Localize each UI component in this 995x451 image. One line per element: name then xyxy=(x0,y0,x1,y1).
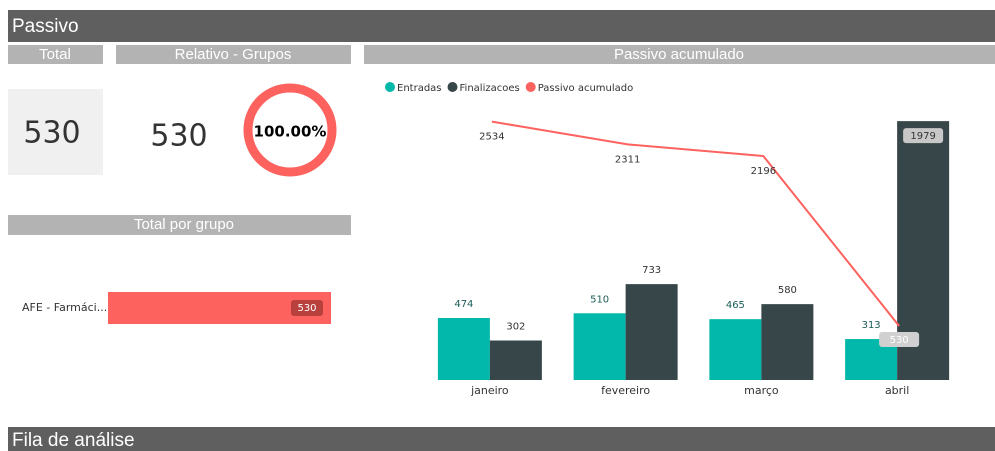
donut-arc xyxy=(243,83,337,177)
x-tick-label: fevereiro xyxy=(601,384,650,397)
footer-bar xyxy=(8,427,995,451)
x-tick-label: janeiro xyxy=(470,384,509,397)
card xyxy=(8,89,103,175)
bar xyxy=(625,284,678,380)
section-header xyxy=(116,45,351,64)
data-label-bg xyxy=(903,128,944,144)
section-header xyxy=(8,215,351,235)
bar xyxy=(761,304,814,380)
section-title: Fila de análise xyxy=(12,430,135,451)
legend-marker xyxy=(385,82,395,92)
data-label: 2311 xyxy=(615,154,640,165)
bar xyxy=(489,340,542,380)
data-label: 580 xyxy=(778,285,797,296)
section-title: Relativo - Grupos xyxy=(175,46,292,63)
bar xyxy=(709,319,762,380)
section-title: Total xyxy=(39,46,71,63)
section-header xyxy=(364,45,995,64)
legend-marker xyxy=(525,82,536,92)
data-label: 2534 xyxy=(479,132,504,143)
data-label: 313 xyxy=(862,320,881,331)
data-label: 2196 xyxy=(751,166,776,177)
data-label-bg xyxy=(291,300,323,316)
legend-label: Entradas xyxy=(397,83,442,94)
legend-label: Finalizacoes xyxy=(460,83,520,94)
category-label: AFE - Farmáci... xyxy=(22,301,107,314)
card-value: 530 xyxy=(150,119,207,154)
data-label: 510 xyxy=(590,294,609,305)
header-bar xyxy=(8,10,995,42)
data-label: 302 xyxy=(506,321,525,332)
x-tick-label: março xyxy=(744,384,779,397)
legend-marker xyxy=(447,82,458,92)
section-title: Total por grupo xyxy=(134,216,234,233)
page-title: Passivo xyxy=(12,16,79,37)
legend-label: Passivo acumulado xyxy=(538,83,634,94)
data-label-bg xyxy=(879,331,920,347)
data-label: 530 xyxy=(297,303,316,314)
data-label: 474 xyxy=(454,299,473,310)
bar xyxy=(437,317,490,380)
section-header xyxy=(8,45,103,64)
data-label: 1979 xyxy=(910,131,935,142)
x-tick-label: abril xyxy=(885,384,909,397)
data-label: 465 xyxy=(726,300,745,311)
line xyxy=(491,120,900,327)
data-label: 530 xyxy=(890,335,909,346)
data-label: 733 xyxy=(642,265,661,276)
donut-label: 100.00% xyxy=(254,123,327,141)
card-value: 530 xyxy=(23,116,80,151)
section-title: Passivo acumulado xyxy=(614,46,744,63)
bar xyxy=(573,313,626,380)
